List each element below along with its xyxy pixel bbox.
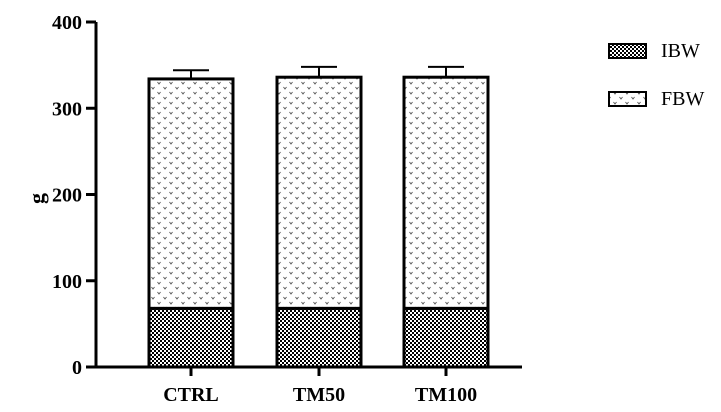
y-axis: 0 100 200 300 400	[52, 12, 98, 379]
x-tick-label-ctrl: CTRL	[163, 384, 219, 406]
y-tick-label: 0	[72, 357, 82, 379]
bar-fbw-tm50	[275, 75, 363, 310]
x-tick-label-tm100: TM100	[415, 384, 477, 406]
y-tick-label: 300	[52, 98, 82, 120]
bar-ibw-tm50	[275, 306, 363, 369]
x-axis: CTRL TM50 TM100	[94, 365, 522, 406]
legend-swatch-ibw	[608, 43, 647, 59]
legend: IBW FBW	[608, 40, 704, 110]
y-tick-label: 200	[52, 185, 82, 207]
legend-swatch-fbw	[608, 91, 647, 107]
y-tick-label: 400	[52, 12, 82, 34]
bar-ibw-tm100	[402, 306, 490, 369]
bar-ibw-ctrl	[147, 306, 235, 369]
bars	[147, 65, 490, 369]
y-tick-label: 100	[52, 271, 82, 293]
bar-fbw-tm100	[402, 75, 490, 310]
y-axis-title: g	[24, 193, 49, 204]
bar-fbw-ctrl	[147, 77, 235, 310]
legend-label-fbw: FBW	[661, 88, 704, 110]
x-tick-label-tm50: TM50	[293, 384, 345, 406]
legend-label-ibw: IBW	[661, 40, 700, 62]
